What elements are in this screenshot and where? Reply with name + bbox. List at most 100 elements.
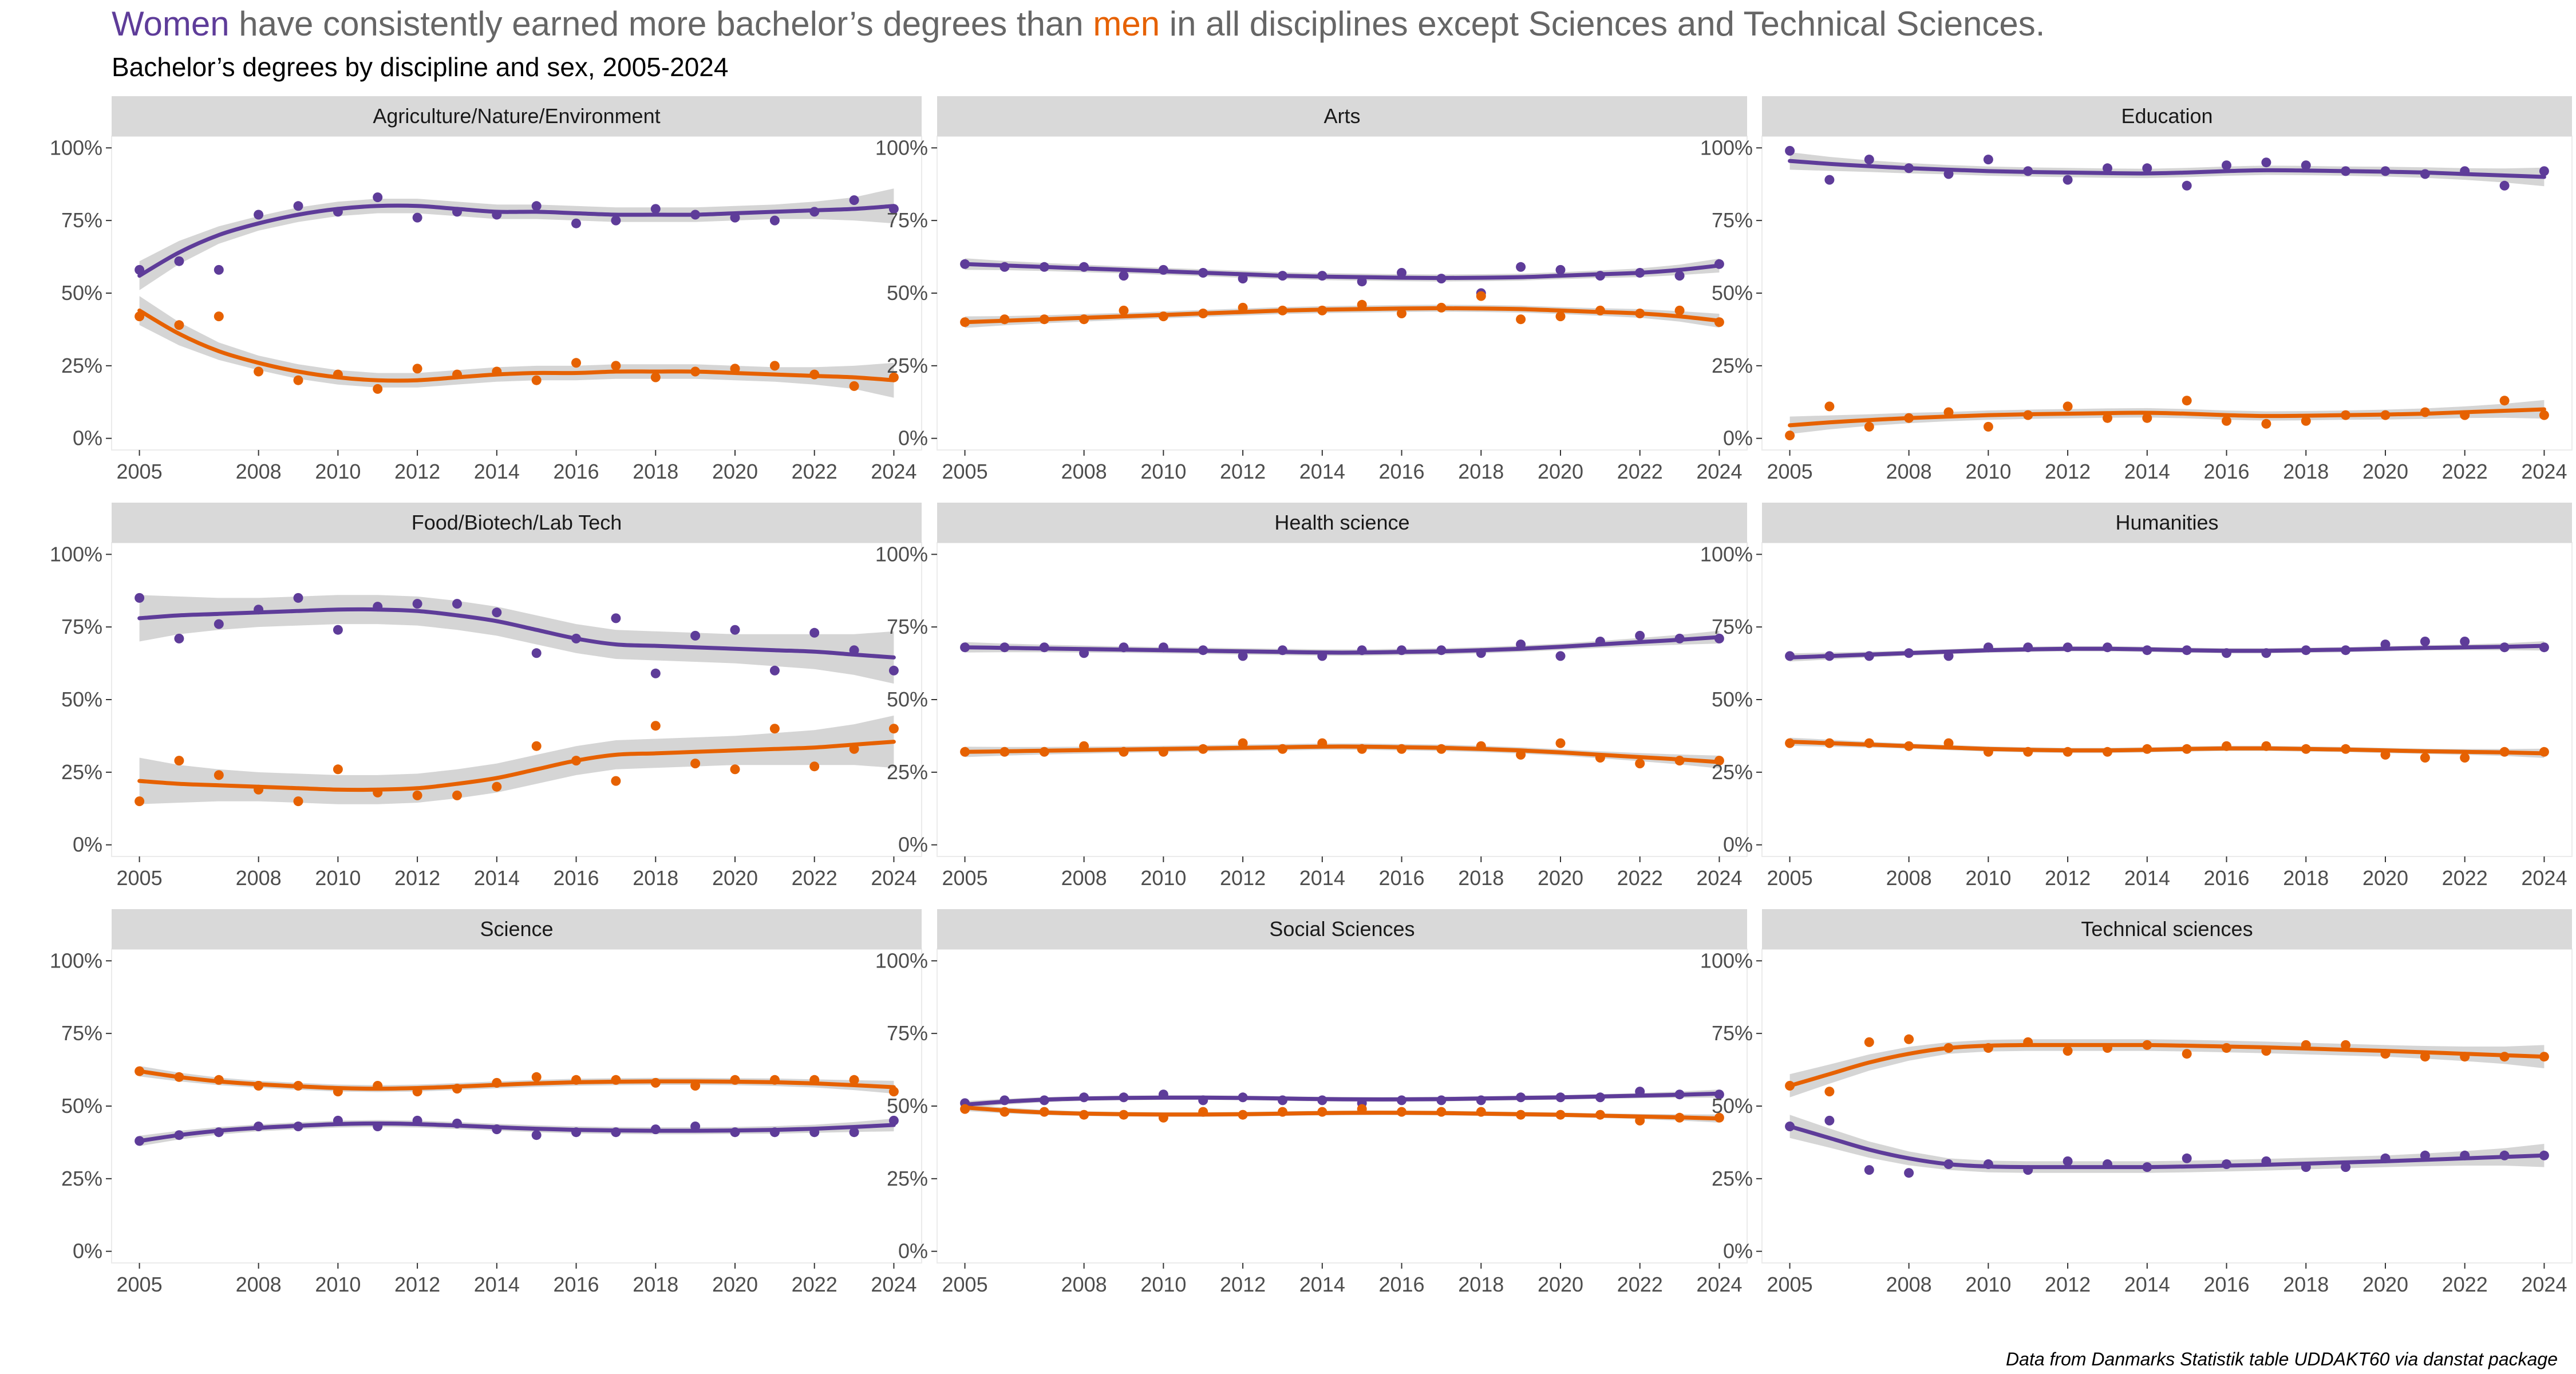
strip-agriculture-nature-environment	[112, 96, 922, 136]
men-point-2017	[611, 776, 621, 786]
x-tick-label: 2014	[474, 1273, 520, 1296]
men-point-2006	[174, 756, 184, 766]
men-point-2013	[2103, 413, 2112, 423]
x-tick-label: 2022	[1617, 460, 1663, 483]
panel-arts: Arts 0% 25% 50% 75% 100% 2005 2008 2010 2012 2014 2…	[875, 96, 1748, 483]
women-point-2017	[2261, 157, 2271, 168]
women-point-2023	[849, 1127, 859, 1138]
men-point-2005	[1785, 431, 1795, 441]
women-point-2015	[531, 1130, 542, 1140]
women-trend-line	[963, 262, 1721, 281]
x-tick-label: 2022	[792, 1273, 837, 1296]
men-point-2020	[1555, 738, 1566, 748]
strip-label-social-sciences: Social Sciences	[1269, 917, 1415, 941]
x-tick-label: 2022	[792, 460, 837, 483]
x-tick-label: 2024	[871, 866, 916, 890]
women-point-2013	[452, 599, 462, 609]
x-tick-label: 2024	[2521, 866, 2567, 890]
women-point-2009	[1119, 271, 1129, 281]
men-point-2014	[492, 781, 502, 792]
x-tick-label: 2020	[2362, 460, 2408, 483]
women-point-2015	[2182, 180, 2192, 191]
panel-education: Education 0% 25% 50% 75% 100% 2005 2008 2010 2012…	[1700, 96, 2573, 483]
x-tick-label: 2012	[1220, 866, 1266, 890]
strip-label-education: Education	[2121, 104, 2212, 128]
men-point-2023	[1674, 305, 1685, 315]
women-point-2016	[571, 218, 581, 228]
women-point-2018	[650, 204, 661, 214]
women-trend-line	[1788, 643, 2546, 660]
men-point-2012	[412, 364, 422, 374]
women-point-2018	[650, 668, 661, 678]
panel-science: Science 0% 25% 50% 75% 100% 2005 2008 2010 2012 20…	[50, 909, 922, 1296]
x-tick-label: 2024	[1696, 460, 1742, 483]
x-tick-label: 2020	[1538, 866, 1583, 890]
x-tick-label: 2008	[1061, 866, 1107, 890]
men-point-2023	[849, 381, 859, 391]
x-tick-label: 2018	[1458, 460, 1504, 483]
men-point-2016	[1397, 309, 1406, 318]
men-point-2007	[214, 311, 224, 322]
women-point-2023	[2499, 180, 2510, 191]
men-confidence-band	[139, 715, 894, 804]
y-tick-label: 25%	[887, 760, 928, 784]
x-tick-label: 2012	[1220, 1273, 1266, 1296]
x-tick-label: 2018	[2283, 1273, 2329, 1296]
y-tick-label: 75%	[61, 615, 102, 638]
men-point-2008	[254, 366, 264, 377]
panel-health-science: Health science 0% 25% 50% 75% 100% 2005 2008 201…	[875, 503, 1748, 890]
men-point-2018	[1476, 291, 1486, 301]
x-tick-label: 2024	[1696, 866, 1742, 890]
strip-label-arts: Arts	[1323, 104, 1360, 128]
x-tick-label: 2022	[2442, 460, 2488, 483]
y-tick-label: 0%	[898, 427, 928, 450]
women-point-2005	[135, 593, 145, 603]
strip-education	[1762, 96, 2572, 136]
x-tick-label: 2020	[2362, 866, 2408, 890]
y-tick-label: 75%	[887, 1021, 928, 1045]
x-tick-label: 2010	[1965, 1273, 2011, 1296]
women-point-2021	[769, 665, 780, 676]
strip-label-science: Science	[480, 917, 553, 941]
men-point-2019	[690, 759, 701, 769]
x-tick-label: 2008	[236, 460, 282, 483]
x-tick-label: 2012	[394, 866, 440, 890]
x-tick-label: 2024	[2521, 1273, 2567, 1296]
men-trend-line	[963, 744, 1721, 764]
women-point-2020	[1555, 264, 1566, 275]
x-tick-label: 2014	[474, 866, 520, 890]
x-tick-label: 2008	[1886, 866, 1932, 890]
women-point-2019	[2341, 1162, 2351, 1172]
x-tick-label: 2008	[1061, 1273, 1107, 1296]
women-point-2012	[412, 599, 422, 609]
x-tick-label: 2005	[942, 1273, 988, 1296]
y-tick-label: 100%	[875, 949, 928, 972]
x-tick-label: 2010	[1965, 866, 2011, 890]
y-tick-label: 75%	[61, 208, 102, 232]
x-tick-label: 2010	[1140, 866, 1186, 890]
panel-social-sciences: Social Sciences 0% 25% 50% 75% 100% 2005 2008 20…	[875, 909, 1748, 1296]
y-tick-label: 50%	[61, 281, 102, 305]
men-trend-line	[1788, 1043, 2546, 1088]
title-men-word: men	[1093, 5, 1160, 43]
strip-food-biotech-lab-tech	[112, 503, 922, 543]
women-point-2006	[1824, 1115, 1835, 1126]
men-point-2021	[2420, 753, 2430, 763]
x-tick-label: 2010	[1140, 460, 1186, 483]
x-tick-label: 2022	[1617, 866, 1663, 890]
y-tick-label: 0%	[73, 1239, 102, 1263]
x-tick-label: 2012	[394, 460, 440, 483]
x-tick-label: 2010	[315, 1273, 361, 1296]
men-point-2012	[412, 790, 422, 800]
strip-label-humanities: Humanities	[2115, 511, 2218, 534]
x-tick-label: 2008	[1061, 460, 1107, 483]
women-point-2007	[214, 264, 224, 275]
women-point-2020	[730, 625, 740, 635]
strip-label-technical-sciences: Technical sciences	[2081, 917, 2253, 941]
women-trend-line	[963, 1091, 1721, 1107]
x-tick-label: 2010	[1965, 460, 2011, 483]
women-point-2021	[2420, 637, 2430, 646]
x-tick-label: 2005	[1767, 1273, 1813, 1296]
panel-grid: Agriculture/Nature/Environment 0% 25% 50% 75…	[50, 96, 2573, 1296]
women-point-2009	[293, 593, 303, 603]
